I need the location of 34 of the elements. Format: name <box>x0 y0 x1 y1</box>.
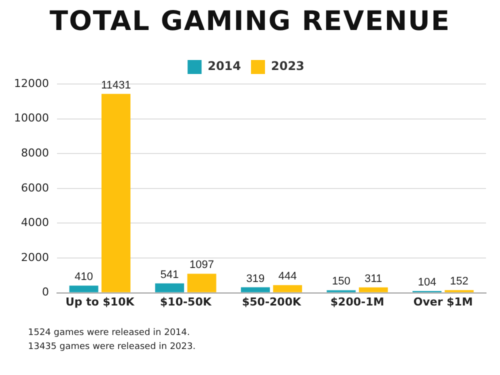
data-label: 150 <box>332 276 350 288</box>
legend-label: 2014 <box>208 59 242 74</box>
chart-title: TOTAL GAMING REVENUE <box>48 6 452 39</box>
data-label: 444 <box>278 270 297 283</box>
y-tick-label: 0 <box>42 286 49 299</box>
y-tick-label: 10000 <box>14 112 49 125</box>
bar <box>273 285 302 292</box>
bar <box>69 286 98 292</box>
bar <box>240 287 270 292</box>
y-tick-label: 4000 <box>20 216 49 230</box>
x-tick-label: $10-50K <box>160 295 212 308</box>
x-tick-label: Over $1M <box>413 295 473 308</box>
x-tick-label: Up to $10K <box>66 295 135 308</box>
text: 1524 games were released in 2014. <box>28 327 191 340</box>
data-label: 541 <box>160 268 179 281</box>
bar <box>187 274 216 292</box>
x-tick-label: $50-200K <box>242 295 302 308</box>
data-label: 11431 <box>101 79 131 92</box>
y-tick-label: 2000 <box>20 250 49 264</box>
x-tick-label: $200-1M <box>330 295 384 308</box>
text: 13435 games were released in 2023. <box>28 341 197 354</box>
bar <box>155 283 184 292</box>
y-tick-label: 8000 <box>20 146 49 160</box>
y-tick-label: 6000 <box>20 181 49 194</box>
legend-label: 2023 <box>271 59 304 74</box>
data-label: 311 <box>364 272 382 285</box>
bar <box>102 94 130 292</box>
data-label: 104 <box>418 276 436 289</box>
bar <box>358 287 388 292</box>
data-label: 1097 <box>190 259 214 272</box>
data-label: 410 <box>74 271 93 284</box>
y-tick-label: 12000 <box>14 76 49 90</box>
data-label: 319 <box>246 272 265 285</box>
data-label: 152 <box>450 276 468 288</box>
